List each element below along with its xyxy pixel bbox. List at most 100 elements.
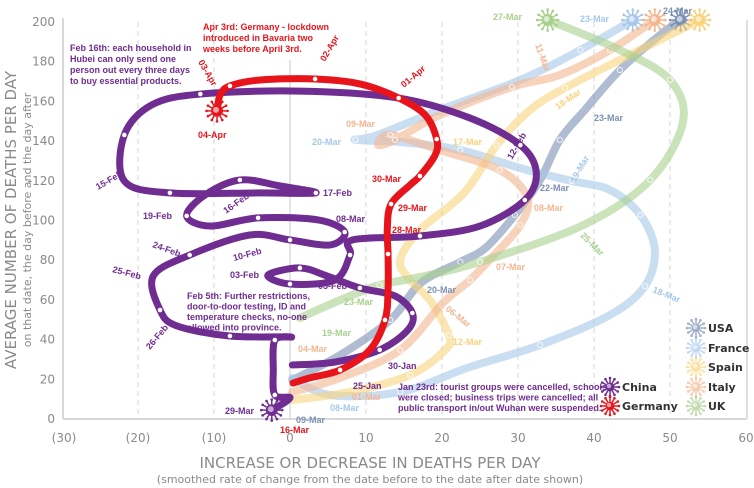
date-label: 11-Mar [533, 42, 552, 73]
data-point [517, 221, 524, 229]
virus-spike-tip [690, 357, 693, 361]
y-axis-subtitle: on that date, the day before and the day… [21, 92, 34, 347]
date-label: 24-Mar [663, 6, 693, 16]
virus-spike-tip [702, 361, 706, 364]
annotation-line: were closed; business trips were cancell… [397, 393, 598, 403]
data-point [508, 83, 516, 91]
data-point [157, 307, 163, 313]
virus-spike-tip [668, 18, 672, 22]
virus-spike-tip [643, 18, 646, 22]
data-point [312, 76, 318, 82]
data-point [376, 281, 383, 289]
virus-spike-tip [690, 377, 693, 381]
virus-spike-tip [698, 29, 701, 32]
virus-spike-tip [556, 18, 560, 22]
virus-spike-tip [699, 393, 702, 397]
virus-spike-tip [551, 27, 555, 31]
date-label: 12-Mar [453, 337, 483, 347]
virus-spike-tip [206, 104, 210, 107]
virus-spike-tip [698, 8, 701, 11]
data-point [342, 229, 348, 235]
date-label: 08-Mar [336, 214, 366, 224]
virus-spike-tip [685, 404, 689, 408]
virus-highlight [628, 16, 635, 23]
virus-spike-tip [215, 120, 219, 123]
virus-spike-tip [703, 385, 707, 389]
virus-spike-tip [699, 354, 702, 358]
virus-spike-tip [694, 356, 698, 360]
virus-spike-tip [703, 9, 707, 13]
series-line-china [116, 87, 540, 414]
data-point [616, 66, 623, 74]
y-tick-label: 100 [32, 214, 55, 228]
virus-spike-tip [687, 18, 691, 22]
virus-highlight [692, 363, 698, 369]
virus-spike-tip [686, 381, 690, 384]
virus-spike-tip [537, 13, 540, 17]
annotation-line: Feb 5th: Further restrictions, [187, 291, 310, 301]
virus-spike-tip [541, 27, 544, 31]
virus-spike-tip [600, 409, 604, 412]
virus-spike-tip [699, 373, 702, 377]
date-label: 02-Apr [318, 33, 341, 63]
virus-spike-tip [226, 109, 229, 113]
virus-spike-tip [694, 413, 698, 417]
legend-virus-icon [685, 317, 707, 339]
data-point [347, 252, 353, 258]
series-line-uk [295, 16, 688, 322]
data-point [272, 392, 278, 398]
x-axis-subtitle: (smoothed rate of change from the date b… [157, 473, 583, 486]
data-point [647, 176, 654, 184]
data-point [417, 173, 423, 179]
data-point [637, 211, 644, 219]
annotation-line: introduced in Bavaria two [203, 33, 314, 43]
virus-spike-tip [690, 393, 693, 397]
virus-spike-tip [546, 29, 549, 32]
series-germany [205, 75, 442, 387]
virus-spike-tip [686, 370, 690, 373]
virus-spike-tip [626, 9, 629, 13]
virus-spike-tip [616, 409, 620, 412]
legend-label: France [708, 342, 749, 355]
y-tick-label: 20 [40, 372, 55, 386]
date-label: 29-Mar [225, 406, 255, 416]
annotation-note: Feb 5th: Further restrictions,door-to-do… [187, 291, 310, 333]
virus-icon [535, 8, 560, 32]
legend-item-uk: UK [685, 395, 726, 417]
series-uk [295, 8, 688, 322]
virus-spike-tip [215, 99, 219, 102]
data-point [666, 76, 674, 84]
virus-spike-tip [620, 18, 624, 22]
virus-spike-tip [626, 27, 629, 31]
y-tick-label: 40 [40, 333, 55, 347]
data-point [397, 346, 404, 354]
date-label: 09-Mar [346, 119, 376, 129]
virus-spike-tip [546, 8, 549, 11]
annotation-line: Apr 3rd: Germany - lockdown [203, 22, 329, 32]
x-tick-label: 40 [586, 431, 601, 445]
annotation-line: Hubei can only send one [70, 54, 176, 64]
virus-spike-tip [535, 18, 539, 22]
data-point [227, 333, 233, 339]
legend-virus-icon [685, 356, 707, 378]
annotation-line: public transport in/out Wuhan were suspe… [398, 403, 601, 413]
virus-spike-tip [279, 403, 283, 407]
data-point [562, 84, 569, 92]
virus-spike-tip [685, 326, 689, 330]
virus-spike-tip [690, 412, 693, 416]
virus-spike-tip [555, 23, 559, 27]
date-label: 20-Mar [427, 285, 457, 295]
date-label: 23-Mar [594, 113, 624, 123]
virus-spike-tip [686, 409, 690, 412]
virus-spike-tip [648, 9, 651, 13]
virus-spike-tip [693, 9, 696, 13]
virus-spike-tip [210, 118, 214, 122]
y-tick-label: 200 [32, 15, 55, 29]
data-point [387, 131, 394, 139]
date-label: 22-Mar [540, 183, 570, 193]
virus-icon [687, 8, 712, 32]
virus-highlight [692, 324, 698, 330]
data-point [167, 190, 173, 196]
virus-spike-tip [693, 27, 696, 31]
virus-spike-tip [622, 23, 625, 27]
